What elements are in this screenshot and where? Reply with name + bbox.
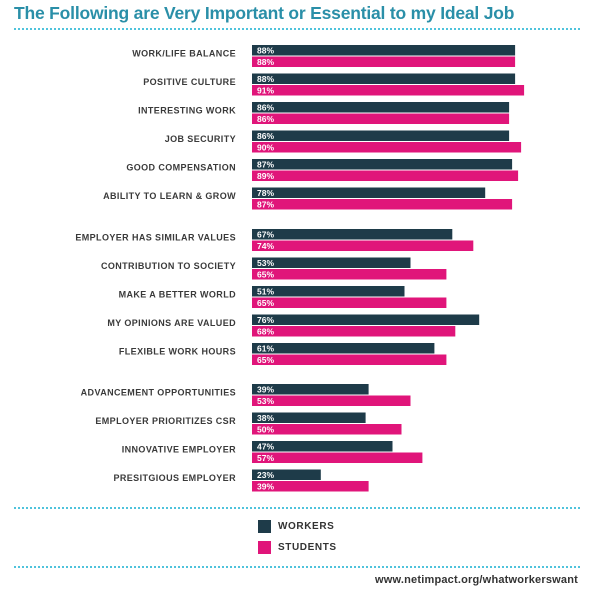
category-label: MAKE A BETTER WORLD (119, 290, 237, 300)
students-value-label: 86% (257, 114, 274, 124)
students-bar (252, 85, 525, 96)
workers-value-label: 38% (257, 413, 274, 423)
category-label: CONTRIBUTION TO SOCIETY (101, 261, 236, 271)
students-value-label: 68% (257, 327, 274, 337)
students-bar (252, 481, 369, 492)
students-bar (252, 56, 516, 67)
footer-url[interactable]: www.netimpact.org/whatworkerswant (374, 574, 578, 586)
students-bar (252, 395, 411, 406)
workers-value-label: 51% (257, 287, 274, 297)
students-bar (252, 297, 447, 308)
legend-students-swatch (258, 541, 271, 554)
students-bar (252, 269, 447, 280)
students-value-label: 65% (257, 270, 274, 280)
category-label: ABILITY TO LEARN & GROW (103, 191, 236, 201)
workers-value-label: 87% (257, 160, 274, 170)
workers-value-label: 67% (257, 230, 274, 240)
category-label: INNOVATIVE EMPLOYER (122, 445, 236, 455)
students-value-label: 88% (257, 57, 274, 67)
workers-bar (252, 343, 435, 354)
workers-value-label: 78% (257, 188, 274, 198)
category-label: INTERESTING WORK (138, 106, 236, 116)
legend-dotted-divider (14, 507, 580, 509)
students-value-label: 65% (257, 355, 274, 365)
workers-bar (252, 229, 453, 240)
students-bar (252, 452, 423, 463)
workers-value-label: 23% (257, 470, 274, 480)
workers-bar (252, 412, 366, 423)
legend-students-label: STUDENTS (278, 542, 337, 553)
workers-value-label: 61% (257, 344, 274, 354)
workers-bar (252, 130, 510, 141)
students-bar (252, 170, 519, 181)
students-bar (252, 424, 402, 435)
students-bar (252, 113, 510, 124)
category-label: PRESITGIOUS EMPLOYER (113, 473, 236, 483)
students-value-label: 90% (257, 143, 274, 153)
category-label: WORK/LIFE BALANCE (132, 49, 236, 59)
students-bar (252, 142, 522, 153)
workers-bar (252, 314, 480, 325)
category-label: JOB SECURITY (165, 134, 236, 144)
workers-bar (252, 441, 393, 452)
students-value-label: 57% (257, 453, 274, 463)
students-bar (252, 240, 474, 251)
workers-value-label: 39% (257, 385, 274, 395)
legend-workers-swatch (258, 520, 271, 533)
workers-value-label: 53% (257, 258, 274, 268)
workers-value-label: 86% (257, 131, 274, 141)
bottom-dotted-divider (14, 566, 580, 568)
workers-bar (252, 45, 516, 56)
top-dotted-divider (14, 28, 580, 30)
workers-value-label: 86% (257, 103, 274, 113)
workers-bar (252, 469, 321, 480)
students-bar (252, 354, 447, 365)
workers-value-label: 76% (257, 315, 274, 325)
workers-value-label: 88% (257, 74, 274, 84)
workers-bar (252, 159, 513, 170)
students-value-label: 50% (257, 425, 274, 435)
students-bar (252, 326, 456, 337)
category-label: ADVANCEMENT OPPORTUNITIES (81, 388, 236, 398)
workers-bar (252, 286, 405, 297)
workers-value-label: 88% (257, 46, 274, 56)
category-label: GOOD COMPENSATION (126, 163, 236, 173)
students-value-label: 89% (257, 171, 274, 181)
workers-bar (252, 102, 510, 113)
category-label: EMPLOYER PRIORITIZES CSR (95, 416, 236, 426)
category-label: FLEXIBLE WORK HOURS (119, 347, 236, 357)
students-value-label: 39% (257, 482, 274, 492)
workers-bar (252, 257, 411, 268)
students-bar (252, 199, 513, 210)
chart-title: The Following are Very Important or Esse… (14, 3, 515, 23)
students-value-label: 74% (257, 241, 274, 251)
workers-bar (252, 384, 369, 395)
category-label: MY OPINIONS ARE VALUED (107, 318, 236, 328)
category-label: EMPLOYER HAS SIMILAR VALUES (75, 233, 236, 243)
students-value-label: 65% (257, 298, 274, 308)
students-value-label: 91% (257, 86, 274, 96)
workers-bar (252, 187, 486, 198)
legend-workers-label: WORKERS (278, 521, 335, 532)
workers-bar (252, 73, 516, 84)
students-value-label: 53% (257, 396, 274, 406)
workers-value-label: 47% (257, 442, 274, 452)
students-value-label: 87% (257, 200, 274, 210)
category-label: POSITIVE CULTURE (143, 77, 236, 87)
